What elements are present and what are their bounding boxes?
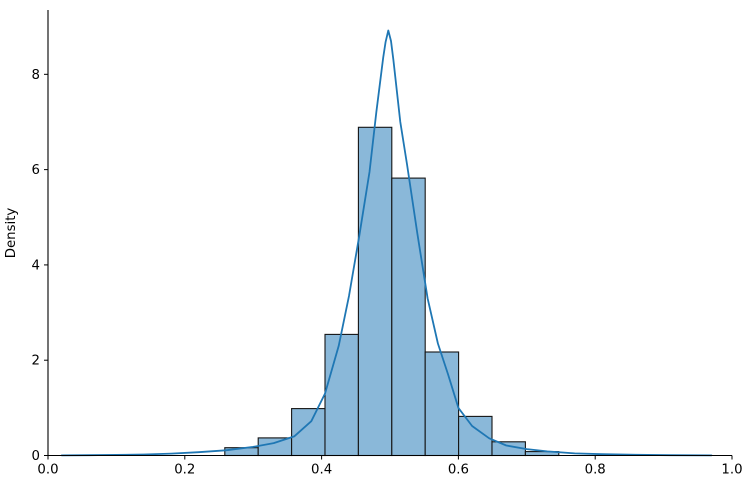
x-tick-label: 0.4 xyxy=(311,463,332,478)
histogram-bar xyxy=(291,408,326,457)
y-tick-label: 8 xyxy=(32,68,40,83)
y-tick-label: 6 xyxy=(32,163,40,178)
x-tick-label: 0.0 xyxy=(37,463,58,478)
kde-line xyxy=(60,29,713,457)
y-tick-label: 2 xyxy=(32,354,40,369)
x-tick-label: 0.6 xyxy=(448,463,469,478)
x-tick-label: 1.0 xyxy=(721,463,742,478)
histogram-bar xyxy=(424,351,460,457)
y-tick-label: 4 xyxy=(32,258,40,273)
histogram-bar xyxy=(324,333,359,457)
y-tick-label: 0 xyxy=(32,449,40,464)
histogram-bar xyxy=(391,177,426,457)
y-axis-label: Density xyxy=(4,208,19,259)
histogram-bar xyxy=(257,437,293,457)
histogram-bar xyxy=(357,126,393,457)
x-tick-label: 0.8 xyxy=(585,463,606,478)
x-tick-label: 0.2 xyxy=(174,463,195,478)
